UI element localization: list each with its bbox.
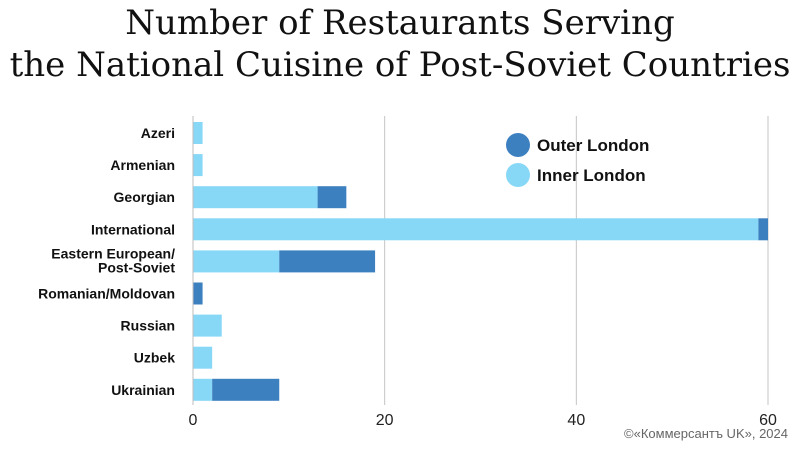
legend-label-0: Outer London <box>537 136 649 155</box>
category-label-2: Georgian <box>114 189 175 205</box>
bar-inner-0 <box>193 122 203 144</box>
bar-outer-2 <box>317 186 347 209</box>
bar-outer-4 <box>279 250 376 273</box>
legend-swatch-1 <box>506 163 530 187</box>
x-tick-label-20: 20 <box>376 412 394 429</box>
legend-label-1: Inner London <box>537 166 646 185</box>
bar-outer-5 <box>193 282 203 305</box>
bar-inner-3 <box>193 218 759 241</box>
category-label-8: Ukrainian <box>111 382 175 398</box>
category-label-line: Post-Soviet <box>98 259 175 275</box>
category-label-4: Eastern European/Post-Soviet <box>51 245 175 275</box>
category-label-6: Russian <box>121 318 175 334</box>
bar-inner-6 <box>193 314 222 337</box>
category-label-line: Eastern European/ <box>51 245 175 261</box>
chart-title: Number of Restaurants Serving the Nation… <box>0 2 800 86</box>
category-label-0: Azeri <box>141 125 175 141</box>
bar-outer-8 <box>212 378 280 401</box>
x-tick-label-60: 60 <box>759 412 777 429</box>
bar-inner-2 <box>193 186 318 209</box>
bar-inner-8 <box>193 378 213 401</box>
title-line-2: the National Cuisine of Post-Soviet Coun… <box>9 45 791 85</box>
category-label-5: Romanian/Moldovan <box>38 286 175 302</box>
x-tick-label-40: 40 <box>567 412 585 429</box>
bar-inner-4 <box>193 250 280 273</box>
category-label-3: International <box>91 221 175 237</box>
category-label-1: Armenian <box>110 157 175 173</box>
bar-outer-3 <box>758 218 768 241</box>
bar-inner-7 <box>193 346 213 369</box>
credit-text: ©«Коммерсантъ UK», 2024 <box>624 426 788 441</box>
legend-swatch-0 <box>506 133 530 157</box>
x-tick-label-0: 0 <box>189 412 198 429</box>
bar-inner-1 <box>193 154 203 177</box>
category-label-7: Uzbek <box>134 350 175 366</box>
title-line-1: Number of Restaurants Serving <box>125 3 675 43</box>
